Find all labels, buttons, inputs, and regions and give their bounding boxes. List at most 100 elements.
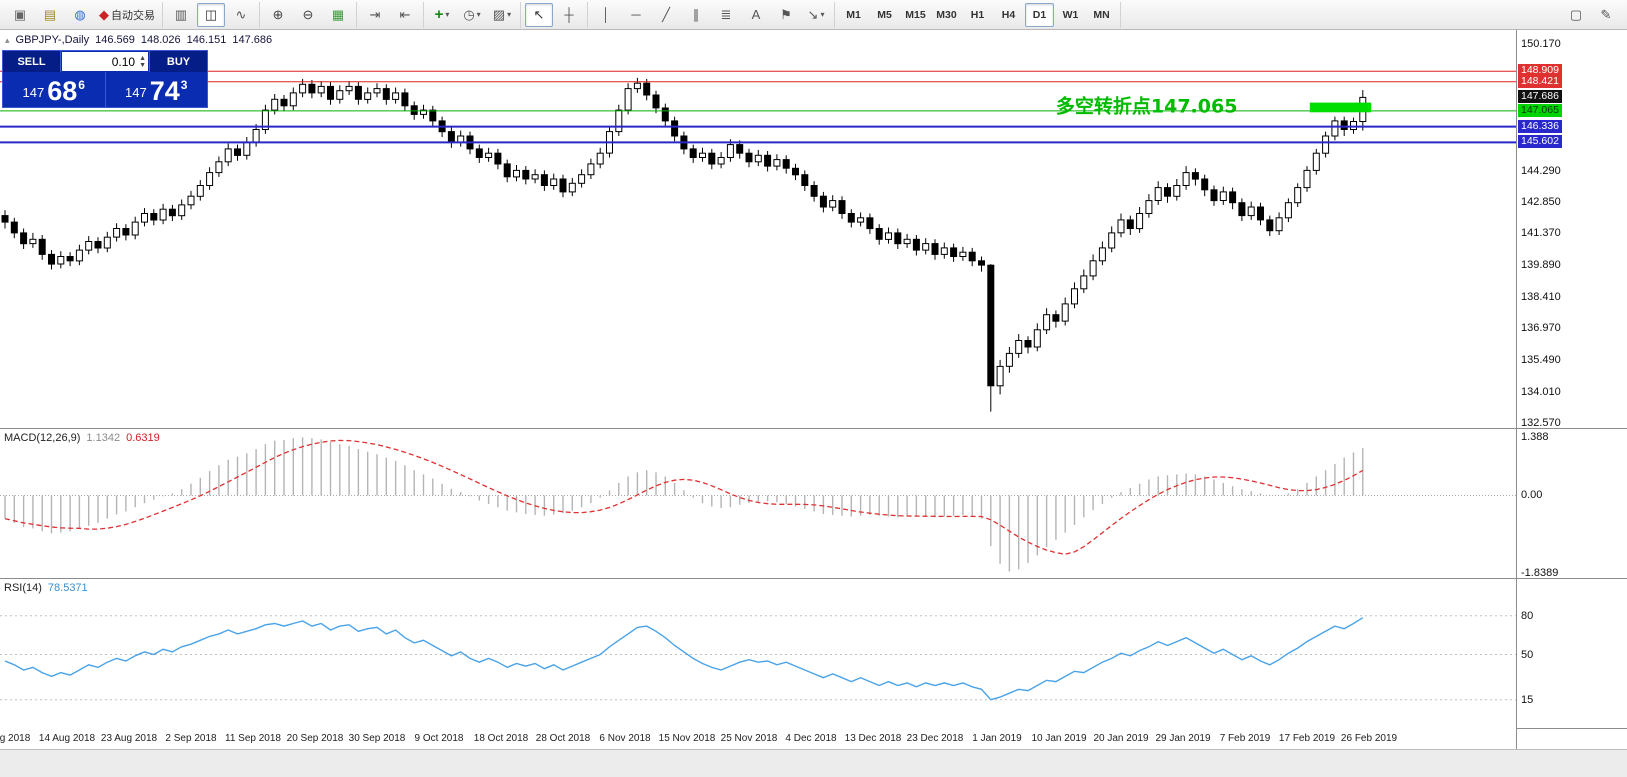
price-label: 144.290 <box>1521 165 1561 177</box>
fibonacci-tool-button[interactable]: ≣ <box>712 3 740 27</box>
macd-signal-value: 0.6319 <box>126 432 160 444</box>
buy-button[interactable]: BUY <box>149 51 207 72</box>
lot-decrease-button[interactable]: ▼ <box>139 61 146 69</box>
date-label: 18 Oct 2018 <box>473 733 529 744</box>
templates-icon: ▨ <box>492 6 506 22</box>
panel-separator[interactable] <box>0 428 1627 429</box>
date-label: 7 Feb 2019 <box>1219 733 1271 744</box>
date-label: 30 Sep 2018 <box>348 733 406 744</box>
auto-scroll-icon: ⇥ <box>369 6 381 22</box>
timeframe-d1-button[interactable]: D1 <box>1025 2 1054 27</box>
indicators-button[interactable]: + ▾ <box>428 3 456 27</box>
annotation-text[interactable]: 多空转折点147.065 <box>1056 94 1238 117</box>
indicators-icon: + <box>434 6 444 23</box>
horizontal-line-tool-button[interactable]: ─ <box>622 3 650 27</box>
timeframe-m1-button[interactable]: M1 <box>846 8 861 21</box>
vertical-line-tool-button[interactable]: │ <box>592 3 620 27</box>
periods-dropdown-caret-icon[interactable]: ▾ <box>476 10 481 19</box>
lot-increase-button[interactable]: ▲ <box>139 54 146 62</box>
timeframe-w1-button[interactable]: W1 <box>1062 8 1079 21</box>
periods-button[interactable]: ◷ ▾ <box>458 3 486 27</box>
new-order-button[interactable]: ▣ <box>6 3 34 27</box>
bar-chart-icon: ▥ <box>174 6 188 22</box>
templates-dropdown-caret-icon[interactable]: ▾ <box>507 10 512 19</box>
candlestick-chart-button[interactable]: ◫ <box>197 2 225 27</box>
market-watch-icon: ◍ <box>74 6 86 22</box>
lot-size-input[interactable]: 0.10 ▲ ▼ <box>62 52 148 71</box>
autotrading-label: 自动交易 <box>111 9 155 22</box>
text-tool-button[interactable]: A <box>742 3 770 27</box>
trendline-tool-button[interactable]: ╱ <box>652 3 680 27</box>
bar-chart-button[interactable]: ▥ <box>167 3 195 27</box>
tile-windows-button[interactable]: ▦ <box>324 3 352 27</box>
buy-price-big: 74 <box>149 76 180 106</box>
timeframe-mn-button[interactable]: MN <box>1093 8 1110 21</box>
main-chart-pane[interactable]: 多空转折点147.065 <box>0 30 1516 428</box>
charts-button[interactable]: ▤ <box>36 3 64 27</box>
date-label: 4 Dec 2018 <box>785 733 837 744</box>
price-label: 134.010 <box>1521 386 1561 398</box>
date-label: 10 Jan 2019 <box>1031 733 1087 744</box>
line-chart-button[interactable]: ∿ <box>227 3 255 27</box>
collapse-panel-icon[interactable]: ▴ <box>5 34 10 45</box>
market-watch-button[interactable]: ◍ <box>66 3 94 27</box>
templates-button[interactable]: ▨ ▾ <box>488 3 516 27</box>
channel-tool-button[interactable]: ∥ <box>682 3 710 27</box>
crosshair-button[interactable]: ┼ <box>555 3 583 27</box>
price-label: 139.890 <box>1521 259 1561 271</box>
chart-shift-button[interactable]: ⇤ <box>391 3 419 27</box>
sell-price[interactable]: 147 68 6 <box>3 72 105 107</box>
label-tool-button[interactable]: ⚑ <box>772 3 800 27</box>
vertical-line-tool-icon: │ <box>601 7 611 22</box>
axis-separator <box>1516 30 1517 749</box>
edit-button[interactable]: ✎ <box>1592 3 1620 27</box>
price-label: 138.410 <box>1521 291 1561 303</box>
timeframe-m15-button[interactable]: M15 <box>905 8 926 21</box>
macd-panel[interactable] <box>0 428 1516 578</box>
price-label: 150.170 <box>1521 38 1561 50</box>
crosshair-icon: ┼ <box>564 7 574 22</box>
fibonacci-tool-icon: ≣ <box>720 6 732 22</box>
date-label: 23 Dec 2018 <box>906 733 964 744</box>
cursor-button[interactable]: ↖ <box>525 2 553 27</box>
panel-separator[interactable] <box>0 578 1627 579</box>
macd-value: 1.1342 <box>86 432 121 444</box>
channel-tool-icon: ∥ <box>692 6 700 22</box>
ohlc-close: 147.686 <box>232 34 273 46</box>
macd-axis-label: 0.00 <box>1521 489 1543 501</box>
rsi-value: 78.5371 <box>47 582 88 594</box>
candlestick-chart: 多空转折点147.065 <box>0 70 1516 412</box>
sell-price-big: 68 <box>47 76 78 106</box>
timeframe-m30-button[interactable]: M30 <box>936 8 957 21</box>
sell-price-small: 147 <box>22 85 45 100</box>
price-label: 135.490 <box>1521 354 1561 366</box>
rsi-panel[interactable] <box>0 578 1516 728</box>
price-label: 142.850 <box>1521 196 1561 208</box>
indicators-dropdown-caret-icon[interactable]: ▾ <box>445 10 450 19</box>
date-label: 17 Feb 2019 <box>1278 733 1336 744</box>
open-chart-window-button[interactable]: ▢ <box>1562 3 1590 27</box>
price-badge: 146.336 <box>1518 120 1562 133</box>
sell-button[interactable]: SELL <box>3 51 61 72</box>
date-label: 26 Feb 2019 <box>1340 733 1398 744</box>
zoom-out-button[interactable]: ⊖ <box>294 3 322 27</box>
buy-price[interactable]: 147 74 3 <box>104 72 208 107</box>
autotrading-button[interactable]: ◆ 自动交易 <box>96 3 158 27</box>
arrows-tool-dropdown-caret-icon[interactable]: ▾ <box>820 10 825 19</box>
lot-size-value[interactable]: 0.10 <box>111 54 136 69</box>
auto-scroll-button[interactable]: ⇥ <box>361 3 389 27</box>
zoom-in-button[interactable]: ⊕ <box>264 3 292 27</box>
price-axis[interactable]: 150.170 144.290 142.850 141.370 139.890 138.4… <box>1517 30 1627 429</box>
price-label: 141.370 <box>1521 227 1561 239</box>
arrows-tool-button[interactable]: ↘ ▾ <box>802 3 830 27</box>
timeframe-m5-button[interactable]: M5 <box>877 8 892 21</box>
time-axis[interactable]: 7 Aug 2018 14 Aug 2018 23 Aug 2018 2 Sep 20… <box>0 728 1516 749</box>
sell-price-sup: 6 <box>78 78 85 92</box>
ohlc-low: 146.151 <box>186 34 227 46</box>
cursor-icon: ↖ <box>533 6 545 22</box>
timeframe-h1-button[interactable]: H1 <box>970 8 985 21</box>
highlight-zone-rect[interactable] <box>1309 102 1372 113</box>
timeframe-h4-button[interactable]: H4 <box>1001 8 1016 21</box>
rsi-header: RSI(14) 78.5371 <box>4 582 88 594</box>
date-label: 20 Sep 2018 <box>286 733 344 744</box>
